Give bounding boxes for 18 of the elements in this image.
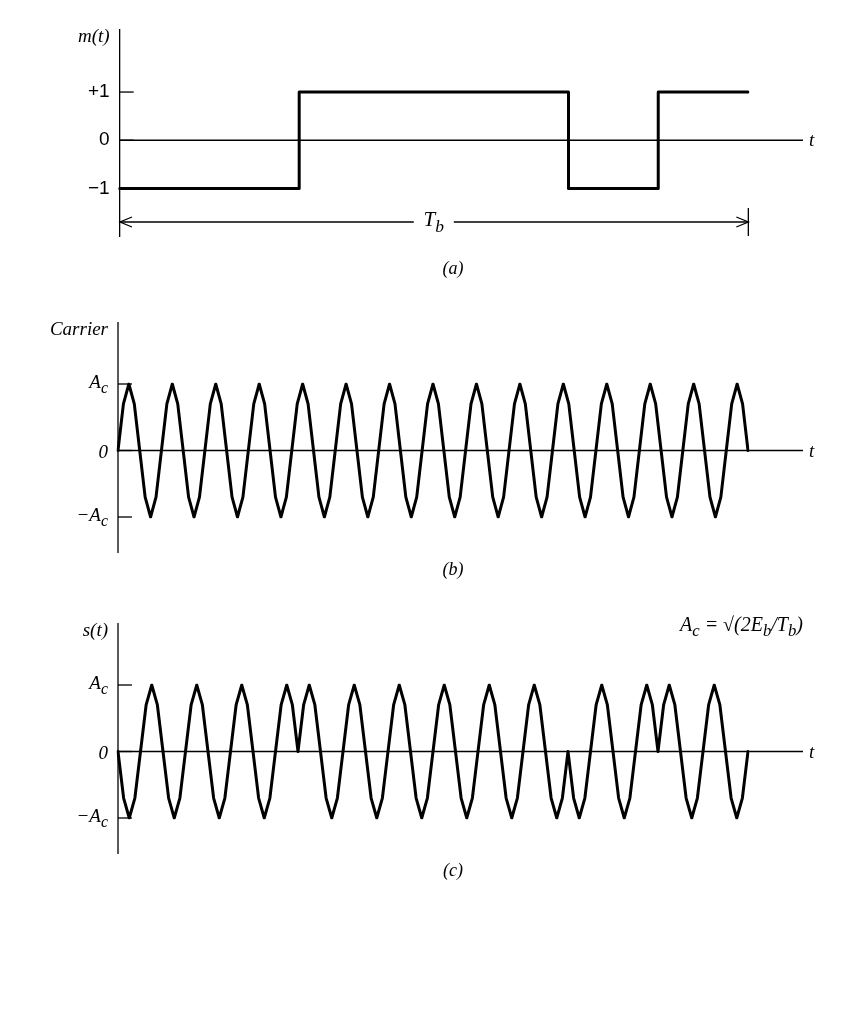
text: (a) [441, 258, 465, 279]
text: −A$_{c}$ [76, 805, 108, 830]
annotation: T$_{b}$ [413, 207, 455, 237]
text: A$_{c}$ = √(2E$_{b}$/T$_{b}$) [680, 613, 803, 641]
y-tick-label: 0 [99, 128, 110, 150]
x-axis-title: t [809, 740, 815, 763]
x-axis-title: t [809, 129, 815, 152]
text: (b) [441, 559, 465, 580]
text: −A$_{c}$ [76, 504, 108, 529]
y-axis-title: m(t) [78, 25, 110, 48]
y-axis-title: Carrier [49, 318, 108, 340]
text: A$_{c}$ [89, 672, 108, 697]
y-tick-label: +1 [87, 80, 110, 102]
text: A$_{c}$ [89, 371, 108, 396]
x-axis-title: t [809, 439, 815, 462]
text: (c) [442, 860, 464, 881]
y-tick-label: −1 [87, 176, 110, 198]
y-axis-title: s(t) [82, 619, 108, 641]
